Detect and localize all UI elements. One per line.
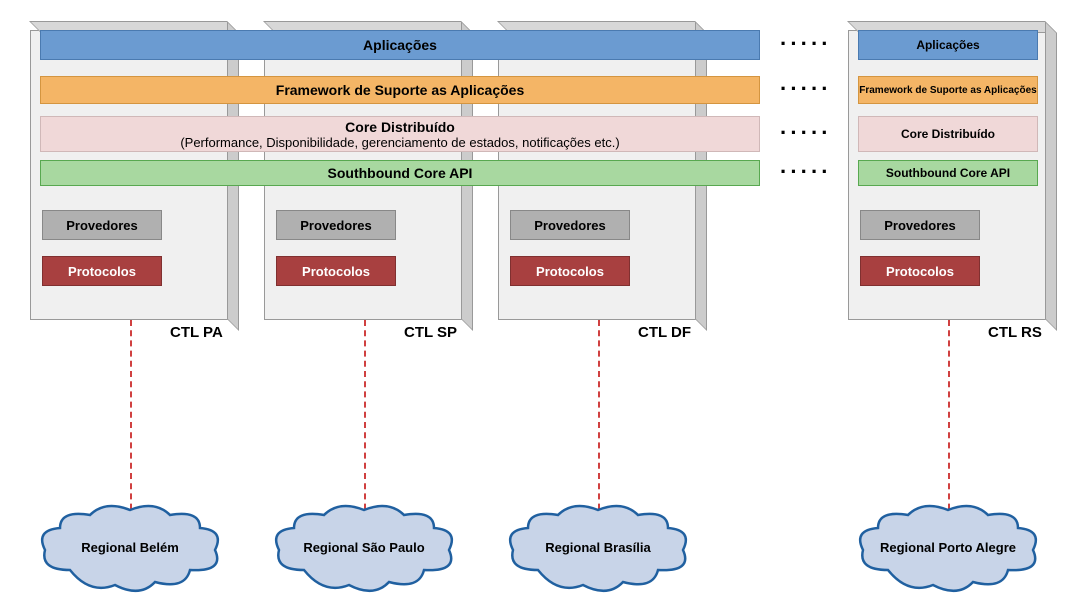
providers-box: Provedores	[276, 210, 396, 240]
region-cloud	[498, 500, 698, 610]
connection-line	[598, 320, 600, 530]
aplicacoes-layer: Aplicações	[858, 30, 1038, 60]
providers-box: Provedores	[860, 210, 980, 240]
region-label: Regional Belém	[50, 540, 210, 555]
framework-layer: Framework de Suporte as Aplicações	[858, 76, 1038, 104]
region-cloud	[848, 500, 1048, 610]
controller-label: CTL DF	[638, 324, 691, 341]
southbound-layer: Southbound Core API	[40, 160, 760, 186]
region-cloud	[30, 500, 230, 610]
protocols-box: Protocolos	[510, 256, 630, 286]
ellipsis-dots: ·····	[780, 120, 832, 146]
providers-box: Provedores	[510, 210, 630, 240]
region-cloud	[264, 500, 464, 610]
connection-line	[948, 320, 950, 530]
protocols-box: Protocolos	[860, 256, 980, 286]
protocols-box: Protocolos	[276, 256, 396, 286]
aplicacoes-layer: Aplicações	[40, 30, 760, 60]
region-label: Regional Brasília	[518, 540, 678, 555]
ellipsis-dots: ·····	[780, 76, 832, 102]
connection-line	[364, 320, 366, 530]
protocols-box: Protocolos	[42, 256, 162, 286]
framework-layer: Framework de Suporte as Aplicações	[40, 76, 760, 104]
core-layer: Core Distribuído(Performance, Disponibil…	[40, 116, 760, 152]
ellipsis-dots: ·····	[780, 159, 832, 185]
controller-label: CTL PA	[170, 324, 223, 341]
region-label: Regional Porto Alegre	[868, 540, 1028, 555]
core-layer: Core Distribuído	[858, 116, 1038, 152]
connection-line	[130, 320, 132, 530]
southbound-layer: Southbound Core API	[858, 160, 1038, 186]
region-label: Regional São Paulo	[284, 540, 444, 555]
providers-box: Provedores	[42, 210, 162, 240]
controller-label: CTL SP	[404, 324, 457, 341]
ellipsis-dots: ·····	[780, 31, 832, 57]
controller-label: CTL RS	[988, 324, 1042, 341]
